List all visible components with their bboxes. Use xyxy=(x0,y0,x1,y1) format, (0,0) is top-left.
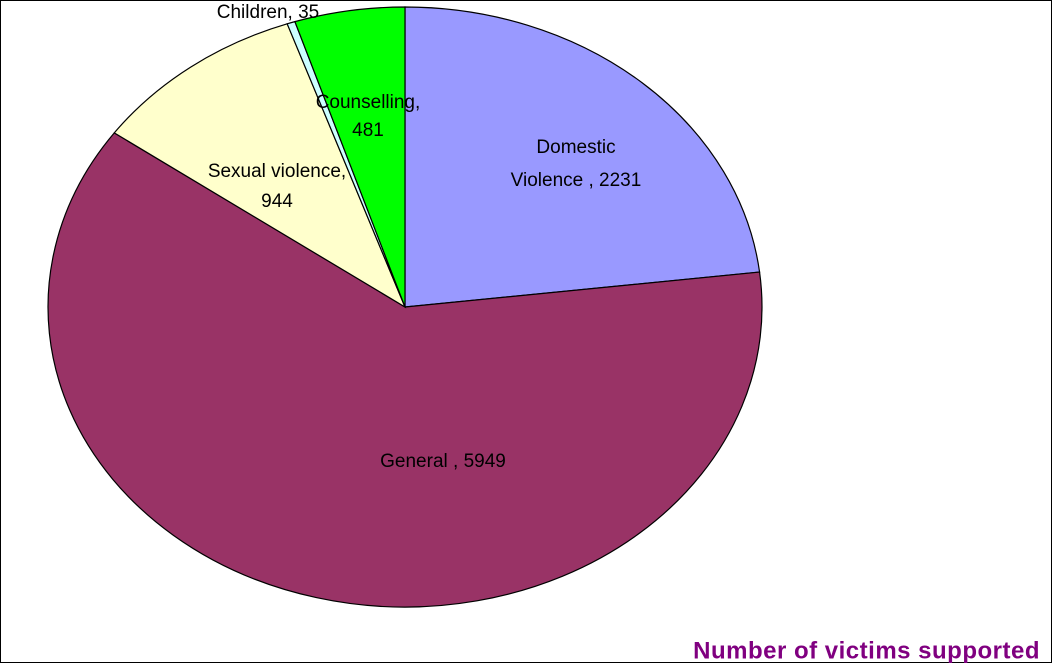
pie-slice xyxy=(113,23,407,309)
pie-slice xyxy=(47,132,763,608)
data-label-line: 481 xyxy=(352,120,384,141)
data-label-line: Domestic xyxy=(536,137,615,158)
data-label: General , 5949 xyxy=(380,451,506,472)
pie-slice xyxy=(294,6,406,308)
data-label: Counselling, 481 xyxy=(316,92,421,141)
data-label: Children, 35 xyxy=(217,2,319,23)
data-label-line: Counselling, xyxy=(316,92,421,113)
data-label-line: General , 5949 xyxy=(380,451,506,472)
labels: Domestic Violence , 2231 General , 5949 Sex… xyxy=(208,2,642,472)
data-label-line: Sexual violence, xyxy=(208,161,346,182)
pie-slice xyxy=(404,6,761,308)
data-label-line: Children, 35 xyxy=(217,2,319,23)
data-label: Sexual violence, 944 xyxy=(208,161,346,212)
chart-title: Number of victims supported xyxy=(693,637,1040,663)
pie xyxy=(47,6,763,608)
data-label-line: Violence , 2231 xyxy=(511,170,642,191)
data-label-line: 944 xyxy=(261,191,293,212)
data-label: Domestic Violence , 2231 xyxy=(511,137,642,191)
